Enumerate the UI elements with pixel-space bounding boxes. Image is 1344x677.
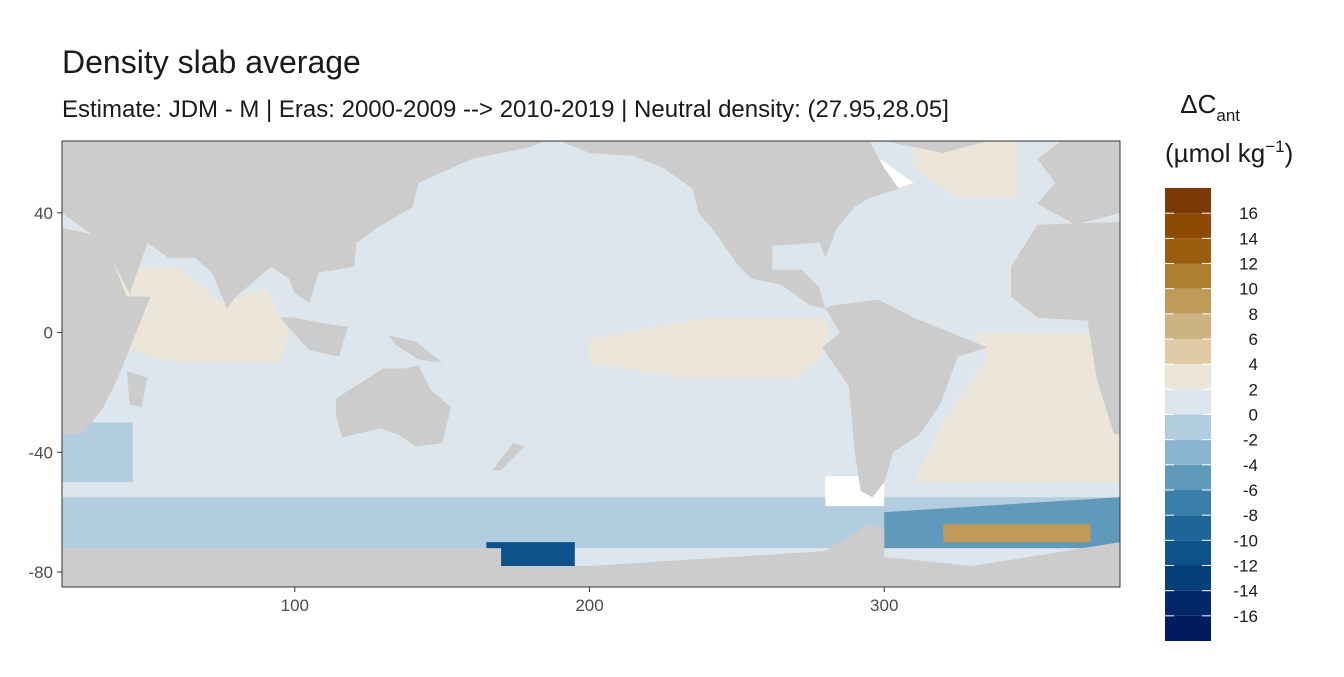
- y-tick-label: -80: [28, 563, 53, 582]
- legend-title-sub: ant: [1216, 106, 1240, 125]
- colorbar-label: 2: [1249, 380, 1258, 399]
- colorbar-bin: [1165, 615, 1211, 641]
- colorbar-bin: [1165, 414, 1211, 440]
- land: [1037, 141, 1120, 225]
- y-tick-label: 0: [44, 324, 53, 343]
- land: [884, 141, 988, 153]
- ocean-patch: [913, 332, 1120, 483]
- colorbar-label: 10: [1239, 280, 1258, 299]
- colorbar-bin: [1165, 288, 1211, 314]
- land: [389, 335, 443, 363]
- land: [62, 227, 151, 435]
- colorbar-bin: [1165, 364, 1211, 390]
- colorbar-label: -4: [1243, 456, 1258, 475]
- land: [62, 141, 546, 309]
- colorbar-bin: [1165, 263, 1211, 289]
- y-tick-label: -40: [28, 443, 53, 462]
- colorbar-label: -14: [1233, 582, 1258, 601]
- y-tick-label: 40: [34, 204, 53, 223]
- colorbar-label: -16: [1233, 607, 1258, 626]
- colorbar-label: 4: [1249, 355, 1258, 374]
- chart-subtitle: Estimate: JDM - M | Eras: 2000-2009 --> …: [62, 96, 949, 123]
- colorbar-bin: [1165, 464, 1211, 490]
- ocean-patch: [913, 141, 1017, 198]
- colorbar-bin: [1165, 188, 1211, 214]
- colorbar-label: -8: [1243, 506, 1258, 525]
- colorbar-bin: [1165, 339, 1211, 365]
- legend-unit-main: (µmol kg: [1165, 138, 1265, 168]
- land: [336, 365, 452, 447]
- colorbar-bin: [1165, 490, 1211, 516]
- colorbar-bin: [1165, 389, 1211, 415]
- legend-unit-sup: −1: [1265, 137, 1284, 156]
- land: [822, 299, 988, 498]
- colorbar-label: 6: [1249, 330, 1258, 349]
- colorbar-bin: [1165, 590, 1211, 616]
- chart-title: Density slab average: [62, 44, 361, 80]
- colorbar-label: 8: [1249, 305, 1258, 324]
- colorbar-label: -6: [1243, 481, 1258, 500]
- x-tick-label: 200: [575, 596, 603, 615]
- colorbar-label: 0: [1249, 406, 1258, 425]
- colorbar-bin: [1165, 515, 1211, 541]
- map-panel: [62, 141, 1120, 587]
- colorbar-bin: [1165, 213, 1211, 239]
- land: [126, 371, 148, 408]
- colorbar-bin: [1165, 439, 1211, 465]
- colorbar-label: 12: [1239, 255, 1258, 274]
- panel-border: [61, 140, 1121, 588]
- land: [560, 141, 899, 309]
- land: [492, 443, 525, 471]
- land: [1010, 221, 1120, 435]
- ocean-patch: [62, 422, 133, 483]
- legend-unit-close: ): [1285, 138, 1294, 168]
- colorbar-label: 16: [1239, 204, 1258, 223]
- ocean-patch: [943, 524, 1091, 543]
- colorbar-bin: [1165, 540, 1211, 566]
- colorbar-label: -12: [1233, 557, 1258, 576]
- ocean-patch: [589, 317, 832, 378]
- colorbar-bin: [1165, 565, 1211, 591]
- colorbar-label: -2: [1243, 431, 1258, 450]
- colorbar-label: 14: [1239, 229, 1258, 248]
- land: [280, 317, 348, 357]
- x-tick-label: 300: [870, 596, 898, 615]
- land: [62, 524, 1120, 587]
- legend-unit: (µmol kg−1): [1165, 137, 1293, 168]
- colorbar-bin: [1165, 313, 1211, 339]
- legend-title-main: ΔC: [1180, 89, 1216, 119]
- colorbar-label: -10: [1233, 531, 1258, 550]
- ocean-patch: [486, 542, 575, 567]
- x-tick-label: 100: [281, 596, 309, 615]
- legend-title: ΔCant: [1180, 89, 1240, 125]
- colorbar-bin: [1165, 238, 1211, 264]
